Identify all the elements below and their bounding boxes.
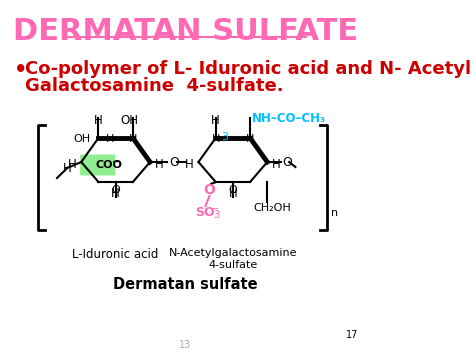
Text: H: H — [155, 158, 164, 170]
Text: N-Acetylgalactosamine
4-sulfate: N-Acetylgalactosamine 4-sulfate — [169, 248, 297, 269]
Text: H: H — [68, 158, 77, 170]
Text: H: H — [63, 162, 72, 175]
Text: H: H — [211, 134, 220, 144]
Text: H: H — [272, 158, 281, 170]
Text: O: O — [111, 185, 120, 195]
Text: H: H — [246, 134, 254, 144]
Text: −: − — [112, 157, 121, 167]
Text: −: − — [211, 204, 219, 214]
Text: H: H — [228, 187, 237, 200]
Text: n: n — [331, 208, 338, 218]
Text: O: O — [282, 155, 292, 169]
Text: H: H — [111, 187, 120, 200]
Text: H: H — [128, 134, 137, 144]
Text: H: H — [211, 114, 220, 127]
Text: H: H — [185, 158, 194, 170]
Text: OH: OH — [120, 114, 138, 127]
Text: H: H — [94, 114, 103, 127]
Text: 3: 3 — [221, 132, 228, 142]
Text: H: H — [106, 134, 115, 144]
Text: O: O — [228, 185, 237, 195]
Text: 17: 17 — [346, 330, 358, 340]
Text: O: O — [203, 183, 215, 197]
Text: CH₂OH: CH₂OH — [253, 203, 291, 213]
Text: Galactosamine  4-sulfate.: Galactosamine 4-sulfate. — [25, 77, 283, 95]
FancyBboxPatch shape — [80, 154, 115, 175]
Text: 13: 13 — [179, 340, 191, 350]
Text: L-Iduronic acid: L-Iduronic acid — [73, 248, 159, 261]
Text: OH: OH — [73, 134, 91, 144]
Text: COO: COO — [95, 160, 122, 170]
Text: •: • — [14, 60, 27, 80]
Text: 3: 3 — [213, 210, 219, 220]
Text: DERMATAN SULFATE: DERMATAN SULFATE — [13, 17, 358, 46]
Text: SO: SO — [195, 206, 215, 218]
Text: O: O — [169, 155, 179, 169]
Text: Co-polymer of L- Iduronic acid and N- Acetyl: Co-polymer of L- Iduronic acid and N- Ac… — [25, 60, 471, 78]
Text: Dermatan sulfate: Dermatan sulfate — [113, 277, 257, 292]
Text: NH–CO–CH₃: NH–CO–CH₃ — [252, 112, 326, 125]
